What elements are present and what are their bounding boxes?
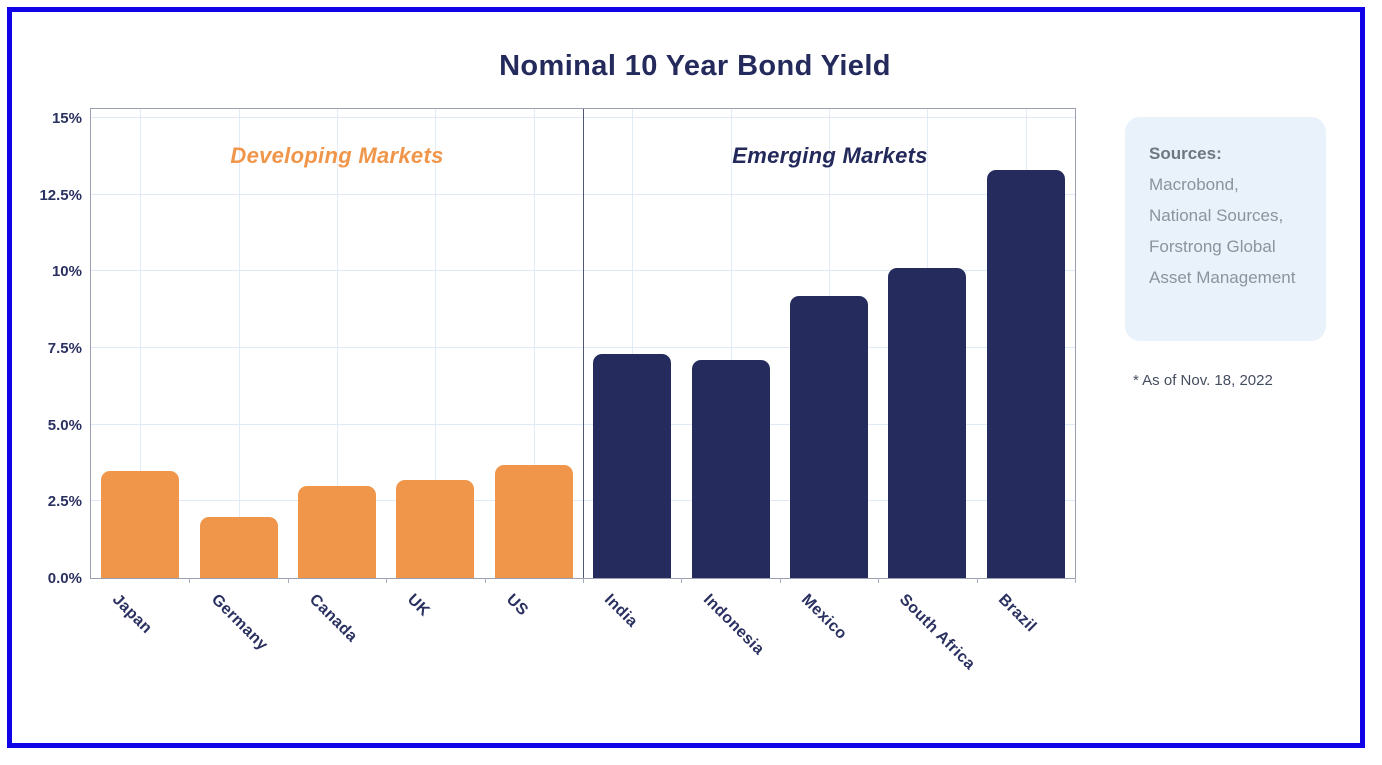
bar-germany	[199, 516, 278, 578]
gridline-x-indonesia	[730, 109, 732, 578]
x-axis-tick	[878, 578, 880, 583]
gridline-x-germany	[238, 109, 240, 578]
footnote-as-of-date: * As of Nov. 18, 2022	[1133, 372, 1273, 389]
bar-brazil	[986, 170, 1065, 578]
x-axis-tick	[976, 578, 978, 583]
gridline-x-japan	[140, 109, 142, 578]
chart-title: Nominal 10 Year Bond Yield	[499, 50, 891, 82]
x-axis-tick	[583, 578, 584, 583]
y-tick-label-5.0%: 5.0%	[47, 416, 82, 434]
section-divider-line	[583, 109, 584, 578]
x-axis-tick	[189, 578, 191, 583]
x-axis-tick	[484, 578, 486, 583]
bar-india	[593, 354, 672, 578]
bar-uk	[396, 479, 475, 578]
section-label-emerging-markets: Emerging Markets	[732, 143, 928, 168]
bar-mexico	[790, 295, 868, 578]
x-axis-tick	[779, 578, 781, 583]
x-axis-tick	[287, 578, 289, 583]
x-axis-tick	[386, 578, 388, 583]
sources-panel: Sources: Macrobond, National Sources, Fo…	[1125, 117, 1326, 341]
x-axis-tick	[681, 578, 683, 583]
y-tick-label-7.5%: 7.5%	[47, 340, 82, 357]
x-axis-tick	[1075, 578, 1076, 583]
bar-canada	[298, 486, 376, 578]
y-tick-label-15%: 15%	[51, 110, 82, 127]
bar-indonesia	[691, 360, 770, 578]
gridline-x-canada	[337, 109, 338, 578]
y-tick-label-2.5%: 2.5%	[47, 493, 82, 511]
y-tick-label-10%: 10%	[51, 263, 82, 281]
y-tick-label-12.5%: 12.5%	[39, 186, 82, 204]
gridline-x-uk	[435, 109, 437, 578]
bar-south-africa	[888, 268, 967, 578]
plot-area	[90, 108, 1076, 583]
y-tick-label-0.0%: 0.0%	[47, 570, 82, 587]
gridline-x-india	[632, 109, 634, 578]
section-label-developing-markets: Developing Markets	[230, 143, 444, 168]
bar-us	[494, 464, 573, 578]
bar-japan	[101, 470, 180, 578]
gridline-x-us	[533, 109, 535, 578]
sources-body: Macrobond, National Sources, Forstrong G…	[1149, 175, 1296, 287]
sources-heading: Sources:	[1149, 144, 1222, 163]
